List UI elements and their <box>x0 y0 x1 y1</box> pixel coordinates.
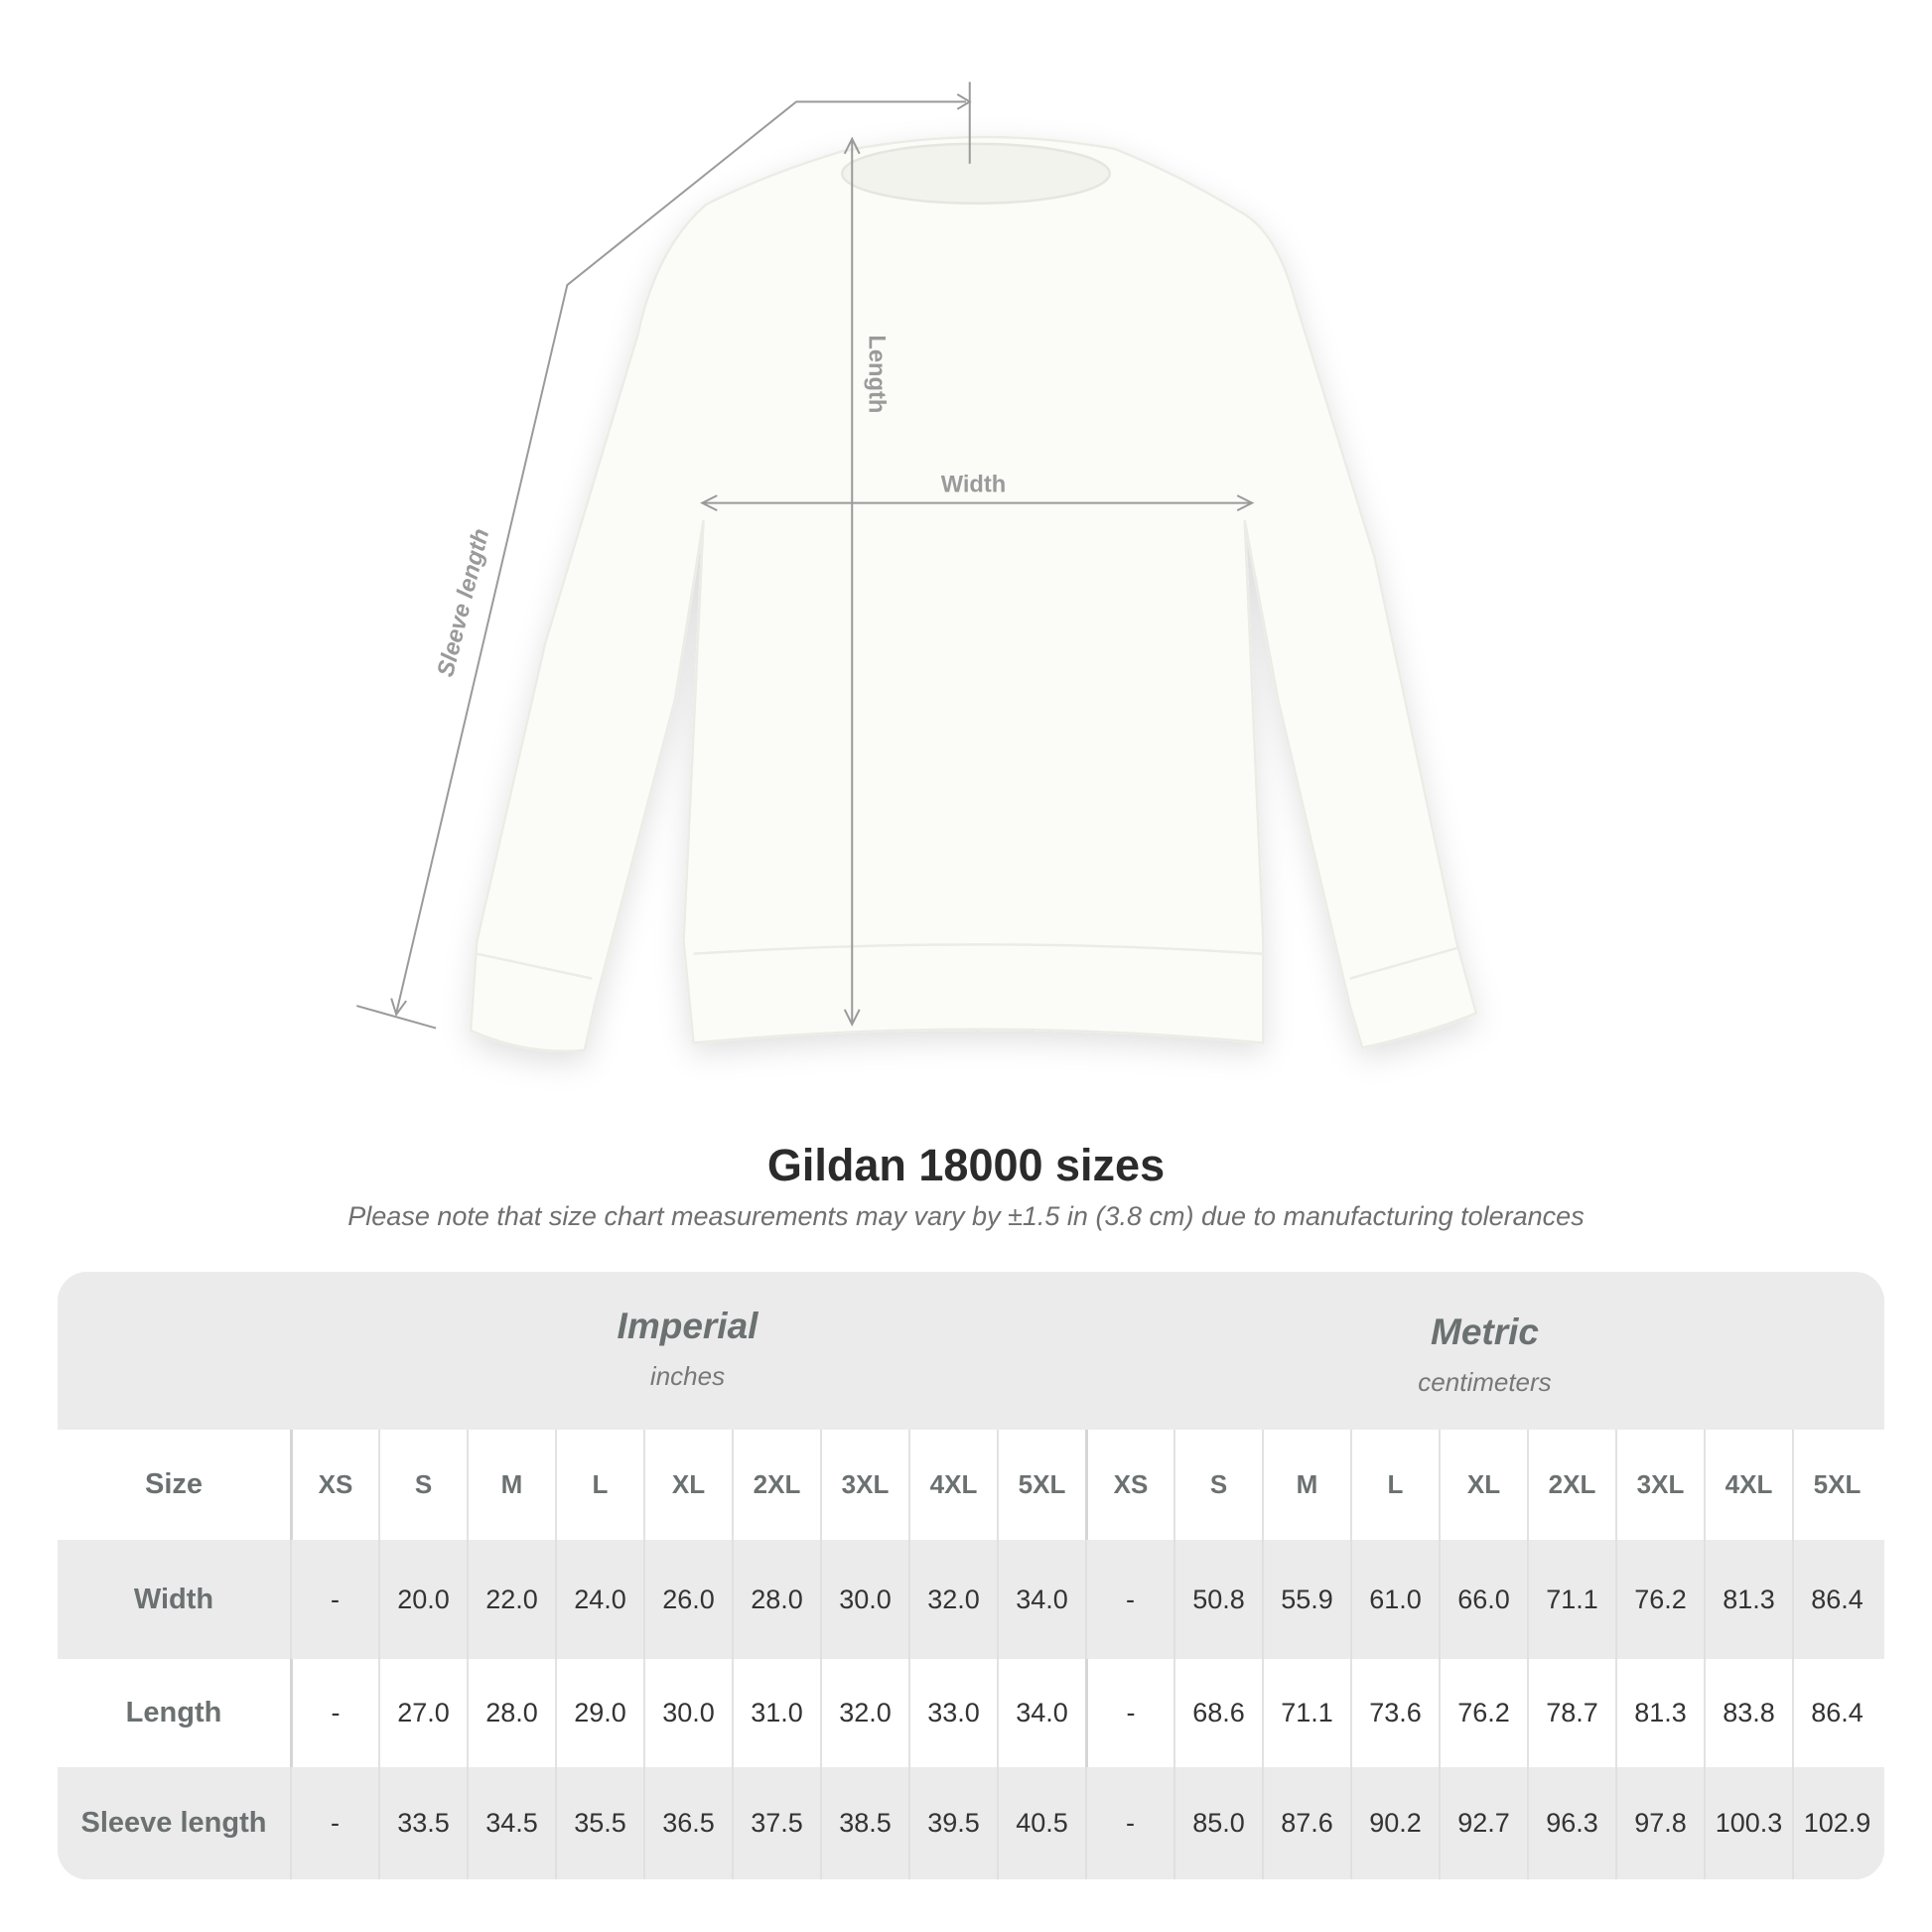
imperial-value: 35.5 <box>555 1767 643 1879</box>
imperial-value: 27.0 <box>378 1659 467 1767</box>
metric-title: Metric <box>1431 1311 1539 1352</box>
metric-value: 102.9 <box>1792 1767 1880 1879</box>
metric-unit: centimeters <box>1418 1367 1552 1397</box>
size-imperial-header: L <box>555 1430 643 1540</box>
metric-value: 86.4 <box>1792 1540 1880 1659</box>
size-metric-header: 4XL <box>1704 1430 1792 1540</box>
size-header-row: Size XS S M L XL 2XL 3XL 4XL 5XL XS S M L XL 2XL 3XL 4XL 5… <box>58 1430 1884 1540</box>
metric-value: 71.1 <box>1527 1540 1615 1659</box>
imperial-value: 34.0 <box>997 1540 1085 1659</box>
imperial-title: Imperial <box>617 1306 759 1346</box>
row-label: Width <box>133 1583 214 1615</box>
row-label: Length <box>125 1697 222 1728</box>
metric-header: Metric centimeters <box>1085 1311 1884 1398</box>
table-row: Length -27.0 28.0 29.0 30.0 31.0 32.0 33.0 34.0-… <box>58 1659 1884 1767</box>
imperial-value: 39.5 <box>908 1767 997 1879</box>
metric-value: 76.2 <box>1615 1540 1704 1659</box>
size-imperial-header: XL <box>643 1430 732 1540</box>
metric-value: 85.0 <box>1173 1767 1262 1879</box>
imperial-value: 34.5 <box>467 1767 555 1879</box>
imperial-value: 28.0 <box>467 1659 555 1767</box>
size-imperial-header: S <box>378 1430 467 1540</box>
imperial-value: 24.0 <box>555 1540 643 1659</box>
metric-value: 76.2 <box>1439 1659 1527 1767</box>
size-metric-header: 3XL <box>1615 1430 1704 1540</box>
imperial-value: 38.5 <box>820 1767 908 1879</box>
metric-value: 100.3 <box>1704 1767 1792 1879</box>
imperial-value: 31.0 <box>732 1659 820 1767</box>
row-label: Sleeve length <box>80 1807 267 1839</box>
table-header: Imperial inches Metric centimeters <box>58 1272 1884 1430</box>
size-imperial-header: XS <box>290 1430 378 1540</box>
sweatshirt-image <box>469 135 1478 1053</box>
size-metric-header: 2XL <box>1527 1430 1615 1540</box>
width-label: Width <box>941 472 1007 497</box>
sleeve-length-label: Sleeve length <box>433 526 494 679</box>
size-imperial-header: 5XL <box>997 1430 1085 1540</box>
page-title: Gildan 18000 sizes <box>766 1140 1166 1190</box>
imperial-value: 28.0 <box>732 1540 820 1659</box>
size-metric-header: S <box>1173 1430 1262 1540</box>
metric-value: 78.7 <box>1527 1659 1615 1767</box>
size-metric-header: 5XL <box>1792 1430 1880 1540</box>
size-metric-header: XS <box>1085 1430 1173 1540</box>
size-metric-header: M <box>1262 1430 1350 1540</box>
metric-value: - <box>1085 1659 1173 1767</box>
imperial-value: - <box>290 1659 378 1767</box>
imperial-value: 32.0 <box>820 1659 908 1767</box>
metric-value: 86.4 <box>1792 1659 1880 1767</box>
metric-value: 90.2 <box>1350 1767 1439 1879</box>
measurement-lines <box>355 81 1255 1030</box>
metric-value: 92.7 <box>1439 1767 1527 1879</box>
imperial-value: 20.0 <box>378 1540 467 1659</box>
metric-value: 81.3 <box>1615 1659 1704 1767</box>
size-imperial-header: 4XL <box>908 1430 997 1540</box>
size-imperial-header: 3XL <box>820 1430 908 1540</box>
collar <box>841 142 1111 205</box>
imperial-value: 33.0 <box>908 1659 997 1767</box>
table-row: Width -20.0 22.0 24.0 26.0 28.0 30.0 32.0 34.0-5… <box>58 1540 1884 1659</box>
sweatshirt-diagram: Length Width Sleeve length <box>355 81 1478 1053</box>
metric-value: 83.8 <box>1704 1659 1792 1767</box>
metric-value: 50.8 <box>1173 1540 1262 1659</box>
metric-value: 81.3 <box>1704 1540 1792 1659</box>
imperial-unit: inches <box>649 1361 726 1391</box>
metric-value: 87.6 <box>1262 1767 1350 1879</box>
size-metric-header: L <box>1350 1430 1439 1540</box>
imperial-value: 22.0 <box>467 1540 555 1659</box>
size-imperial-header: M <box>467 1430 555 1540</box>
tolerance-note: Please note that size chart measurements… <box>347 1201 1585 1231</box>
imperial-value: 36.5 <box>643 1767 732 1879</box>
length-label: Length <box>864 335 890 413</box>
metric-value: 55.9 <box>1262 1540 1350 1659</box>
metric-value: 61.0 <box>1350 1540 1439 1659</box>
size-imperial-header: 2XL <box>732 1430 820 1540</box>
metric-value: 96.3 <box>1527 1767 1615 1879</box>
imperial-value: 30.0 <box>820 1540 908 1659</box>
table-row: Sleeve length -33.5 34.5 35.5 36.5 37.5 38.5 39… <box>58 1767 1884 1879</box>
metric-value: 68.6 <box>1173 1659 1262 1767</box>
metric-value: - <box>1085 1767 1173 1879</box>
imperial-value: 37.5 <box>732 1767 820 1879</box>
imperial-header: Imperial inches <box>290 1306 1085 1392</box>
imperial-value: - <box>290 1767 378 1879</box>
imperial-value: 40.5 <box>997 1767 1085 1879</box>
size-metric-header: XL <box>1439 1430 1527 1540</box>
imperial-value: - <box>290 1540 378 1659</box>
metric-value: 97.8 <box>1615 1767 1704 1879</box>
size-table: Imperial inches Metric centimeters Size X… <box>58 1272 1884 1879</box>
row-label: Size <box>144 1468 204 1500</box>
imperial-value: 26.0 <box>643 1540 732 1659</box>
imperial-value: 34.0 <box>997 1659 1085 1767</box>
metric-value: 73.6 <box>1350 1659 1439 1767</box>
metric-value: 66.0 <box>1439 1540 1527 1659</box>
imperial-value: 30.0 <box>643 1659 732 1767</box>
metric-value: 71.1 <box>1262 1659 1350 1767</box>
imperial-value: 29.0 <box>555 1659 643 1767</box>
imperial-value: 32.0 <box>908 1540 997 1659</box>
imperial-value: 33.5 <box>378 1767 467 1879</box>
metric-value: - <box>1085 1540 1173 1659</box>
